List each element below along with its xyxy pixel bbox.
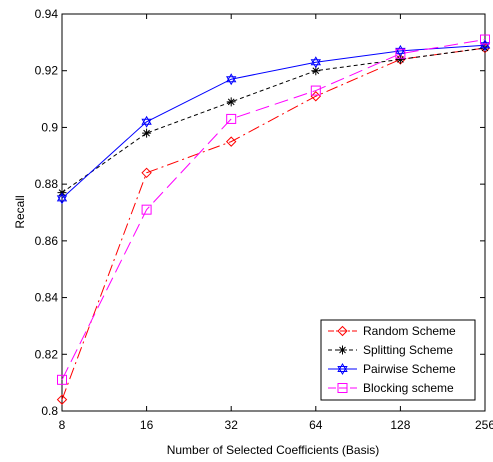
- y-tick-label: 0.8: [41, 404, 58, 418]
- legend-label: Random Scheme: [363, 324, 456, 338]
- data-point: [141, 167, 152, 179]
- series-line: [61, 44, 486, 199]
- y-tick-label: 0.86: [35, 234, 59, 248]
- data-point: [141, 115, 152, 125]
- data-point: [395, 48, 406, 59]
- series-line: [61, 47, 486, 194]
- data-point: [310, 59, 321, 69]
- y-tick-label: 0.82: [35, 347, 59, 361]
- legend-label: Blocking scheme: [363, 381, 454, 395]
- data-point: [395, 47, 406, 57]
- data-point: [142, 128, 152, 138]
- data-point: [311, 66, 321, 76]
- data-point: [226, 73, 237, 83]
- y-tick-label: 0.84: [35, 291, 59, 305]
- x-tick-label: 32: [225, 418, 239, 432]
- legend-marker: [338, 345, 347, 355]
- y-tick-label: 0.9: [41, 120, 58, 134]
- y-axis-label: Recall: [13, 195, 27, 228]
- data-point: [479, 42, 491, 52]
- data-point: [57, 374, 67, 385]
- legend-label: Splitting Scheme: [363, 343, 453, 357]
- legend-marker: [337, 383, 348, 393]
- y-tick-label: 0.92: [35, 64, 59, 78]
- x-tick-label: 8: [59, 418, 66, 432]
- data-point: [310, 56, 321, 66]
- data-point: [226, 113, 237, 124]
- legend-label: Pairwise Scheme: [363, 362, 456, 376]
- x-tick-label: 128: [390, 418, 410, 432]
- data-point: [310, 85, 321, 96]
- x-tick-label: 256: [475, 418, 493, 432]
- data-point: [56, 195, 68, 205]
- x-tick-label: 16: [140, 418, 154, 432]
- y-tick-label: 0.94: [35, 7, 59, 21]
- data-point: [226, 76, 237, 86]
- series-line: [61, 39, 486, 381]
- series-layer: [56, 34, 491, 405]
- y-tick-label: 0.88: [35, 177, 59, 191]
- data-point: [56, 192, 68, 202]
- data-point: [141, 204, 152, 215]
- legend-marker: [337, 366, 348, 375]
- data-point: [480, 34, 490, 45]
- series-3: [57, 34, 490, 385]
- data-point: [225, 136, 237, 147]
- y-axis-ticks: 0.8 0.82 0.84 0.86 0.88 0.9 0.92 0.94: [35, 7, 485, 418]
- data-point: [141, 118, 152, 128]
- x-axis-ticks: 8 16 32 64 128 256: [59, 14, 493, 432]
- data-point: [56, 394, 68, 405]
- legend: Random Scheme Splitting Scheme Pairwise Sc…: [320, 319, 476, 401]
- data-point: [395, 54, 405, 64]
- data-point: [226, 97, 236, 107]
- x-axis-label: Number of Selected Coefficients (Basis): [167, 443, 380, 457]
- series-line: [61, 47, 486, 400]
- legend-marker: [337, 363, 348, 372]
- legend-marker: [337, 325, 348, 337]
- x-tick-label: 64: [309, 418, 323, 432]
